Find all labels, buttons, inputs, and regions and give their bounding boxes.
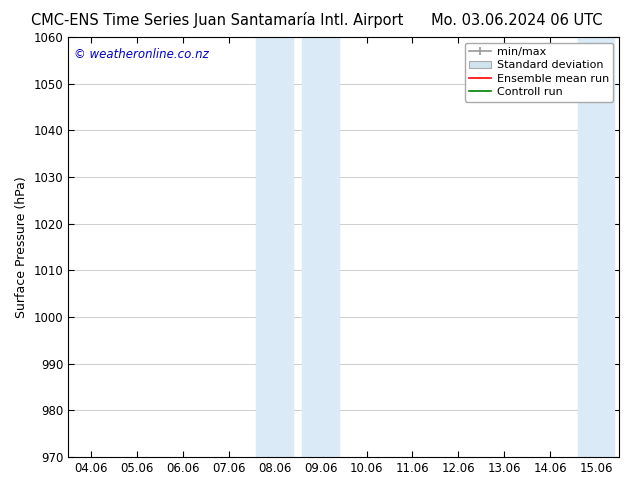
Text: © weatheronline.co.nz: © weatheronline.co.nz: [74, 48, 209, 61]
Y-axis label: Surface Pressure (hPa): Surface Pressure (hPa): [15, 176, 28, 318]
Bar: [302, 37, 339, 457]
Legend: min/max, Standard deviation, Ensemble mean run, Controll run: min/max, Standard deviation, Ensemble me…: [465, 43, 614, 101]
Bar: [624, 37, 634, 457]
Text: CMC-ENS Time Series Juan Santamaría Intl. Airport      Mo. 03.06.2024 06 UTC: CMC-ENS Time Series Juan Santamaría Intl…: [31, 12, 603, 28]
Bar: [256, 37, 293, 457]
Bar: [578, 37, 614, 457]
